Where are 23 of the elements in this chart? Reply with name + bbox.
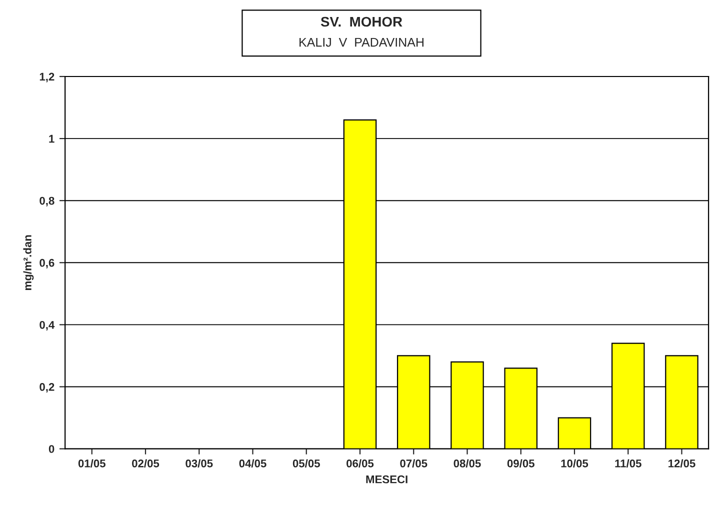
y-tick-label: 0,2 — [40, 383, 54, 392]
x-axis-title: MESECI — [366, 475, 408, 484]
y-tick-label: 0,4 — [40, 320, 55, 330]
x-tick-label: 04/05 — [239, 459, 266, 468]
x-tick-label: 09/05 — [507, 459, 534, 468]
x-tick-label: 02/05 — [132, 459, 160, 468]
y-axis-title: mg/m².dan — [23, 235, 34, 290]
chart-title: SV. MOHOR — [320, 16, 402, 27]
y-tick-label: 1 — [49, 134, 54, 143]
chart-subtitle: KALIJ V PADAVINAH — [300, 38, 424, 47]
x-tick-label: 03/05 — [186, 459, 213, 468]
y-tick-label: 0 — [48, 445, 54, 453]
y-tick-label: 1,2 — [40, 72, 54, 82]
x-tick-label: 10/05 — [561, 459, 588, 468]
x-tick-label: 12/05 — [668, 459, 696, 468]
x-tick-label: 07/05 — [400, 459, 428, 468]
y-tick-label: 0,6 — [40, 258, 54, 268]
x-tick-label: 06/05 — [346, 459, 374, 468]
x-tick-label: 01/05 — [78, 459, 106, 468]
x-tick-label: 11/05 — [615, 459, 642, 468]
x-tick-label: 08/05 — [454, 459, 481, 468]
x-tick-label: 05/05 — [292, 459, 320, 468]
y-tick-label: 0,8 — [40, 196, 54, 206]
